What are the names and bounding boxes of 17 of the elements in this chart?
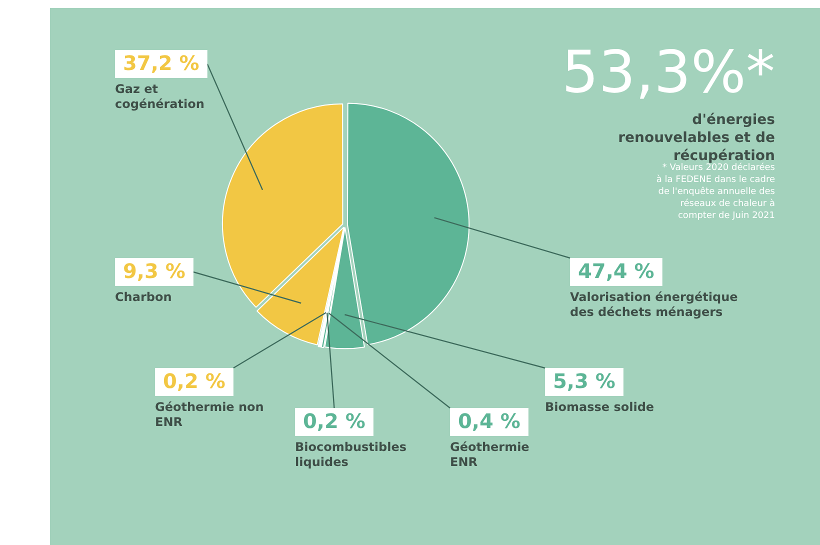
- slice-label: Valorisation énergétique des déchets ménagers: [570, 290, 738, 320]
- data-label: 37,2 %: [123, 51, 200, 76]
- data-label: 0,4 %: [458, 409, 520, 434]
- slice-label: Biomasse solide: [545, 400, 654, 414]
- slice-label: Biocombustibles liquides: [295, 440, 406, 470]
- slice-label: Gaz et cogénération: [115, 82, 204, 112]
- data-label: 0,2 %: [163, 369, 226, 394]
- slice-label: Géothermie ENR: [450, 440, 530, 470]
- text: d'énergies renouvelables et de récupération: [618, 112, 775, 164]
- data-label: 5,3 %: [553, 369, 616, 394]
- data-label: 0,2 %: [303, 409, 366, 434]
- data-label: 47,4 %: [578, 259, 654, 284]
- slice-label: Charbon: [115, 290, 172, 304]
- chart-title: 53,3%*: [562, 38, 775, 106]
- slice-label: Géothermie non ENR: [155, 400, 264, 430]
- data-label: 9,3 %: [123, 259, 186, 284]
- text: * Valeurs 2020 déclarées à la FEDENE dans le cadre de l'enquête annuelle des réseaux de chaleur à compter de Juin 2021: [656, 162, 776, 221]
